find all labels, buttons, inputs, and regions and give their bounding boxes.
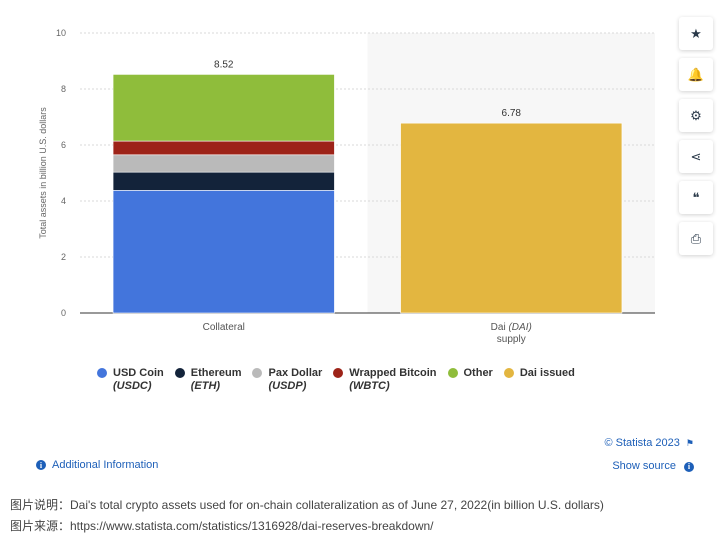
legend-series-name: Dai issued: [519, 367, 575, 379]
legend-series-ticker: (USDP): [268, 380, 307, 392]
legend-series-name: USD Coin: [113, 367, 164, 379]
legend-series-name: Other: [463, 367, 493, 379]
x-category-label: Collateral: [203, 322, 245, 333]
bar-segment: [112, 171, 335, 191]
legend-swatch: [503, 368, 514, 378]
quote-icon: ❝: [692, 189, 700, 205]
bar-segment: [400, 122, 623, 314]
bar-segment: [112, 140, 335, 156]
star-button[interactable]: ★: [679, 17, 713, 50]
y-tick-label: 0: [61, 308, 66, 318]
bar-total-label: 8.52: [214, 59, 234, 70]
bell-icon: 🔔: [687, 66, 705, 82]
y-tick-label: 6: [61, 140, 66, 150]
quote-button[interactable]: ❝: [679, 181, 713, 214]
legend-series-name: Wrapped Bitcoin: [349, 367, 437, 379]
legend-swatch: [252, 368, 263, 378]
chart-legend: USD Coin (USDC) Ethereum (ETH) Pax Dollar (US…: [97, 366, 575, 392]
legend-swatch: [97, 368, 107, 378]
legend-item[interactable]: Other: [447, 366, 493, 392]
print-icon: ⎙: [690, 230, 702, 246]
info-icon: i: [36, 460, 46, 470]
legend-swatch: [333, 368, 344, 378]
x-category-label-line2: supply: [497, 334, 526, 345]
print-button[interactable]: ⎙: [679, 222, 713, 255]
legend-series-ticker: (ETH): [190, 380, 221, 392]
y-tick-label: 2: [61, 252, 66, 262]
bell-button[interactable]: 🔔: [679, 58, 713, 91]
legend-item[interactable]: Wrapped Bitcoin (WBTC): [333, 366, 437, 392]
y-tick-label: 4: [61, 196, 66, 206]
bar-segment: [112, 190, 335, 314]
additional-information-link[interactable]: i Additional Information: [36, 459, 158, 471]
legend-label: Other: [464, 366, 493, 380]
gear-button[interactable]: ⚙: [679, 99, 713, 132]
legend-item[interactable]: USD Coin (USDC): [97, 366, 164, 392]
x-category-label: Dai (DAI): [491, 322, 532, 333]
share-button[interactable]: ⋖: [679, 140, 713, 173]
additional-information-label: Additional Information: [52, 459, 159, 471]
y-axis-label: Total assets in billion U.S. dollars: [38, 107, 48, 239]
legend-item[interactable]: Dai issued: [503, 366, 575, 392]
legend-item[interactable]: Pax Dollar (USDP): [252, 366, 322, 392]
show-source-label: Show source: [612, 460, 676, 472]
image-caption: 图片说明：Dai's total crypto assets used for …: [10, 495, 604, 537]
star-icon: ★: [690, 25, 702, 41]
chart-canvas: 0 2 4 6 8 10 Total assets in billion U.S. doll…: [38, 28, 655, 345]
flag-icon: ⚑: [685, 438, 694, 448]
bar-segment: [112, 154, 335, 173]
chart-toolbar: ★ 🔔 ⚙ ⋖ ❝ ⎙: [679, 17, 713, 255]
legend-label: Wrapped Bitcoin (WBTC): [349, 366, 436, 392]
copyright-label: © Statista 2023: [604, 437, 680, 449]
bar-segment: [112, 74, 335, 142]
gear-icon: ⚙: [690, 107, 702, 123]
y-tick-label: 10: [56, 28, 66, 38]
legend-label: USD Coin (USDC): [113, 366, 164, 392]
y-tick-label: 8: [61, 84, 66, 94]
legend-series-ticker: (USDC): [113, 380, 152, 392]
legend-series-name: Pax Dollar: [268, 367, 323, 379]
legend-label: Pax Dollar (USDP): [268, 366, 322, 392]
legend-swatch: [174, 368, 185, 378]
legend-label: Ethereum (ETH): [191, 366, 242, 392]
caption-source: 图片来源：https://www.statista.com/statistics…: [10, 519, 434, 533]
legend-item[interactable]: Ethereum (ETH): [174, 366, 242, 392]
chart-card: 0 2 4 6 8 10 Total assets in billion U.S. doll…: [10, 8, 713, 482]
legend-label: Dai issued: [520, 366, 575, 380]
legend-swatch: [447, 368, 458, 378]
legend-series-name: Ethereum: [190, 367, 242, 379]
info-icon: i: [684, 461, 694, 472]
caption-description: 图片说明：Dai's total crypto assets used for …: [10, 498, 604, 512]
copyright-link[interactable]: © Statista 2023 ⚑: [604, 437, 694, 449]
legend-series-ticker: (WBTC): [349, 380, 390, 392]
share-icon: ⋖: [690, 148, 702, 164]
show-source-link[interactable]: Show source i: [612, 460, 694, 472]
bar-total-label: 6.78: [502, 108, 522, 119]
